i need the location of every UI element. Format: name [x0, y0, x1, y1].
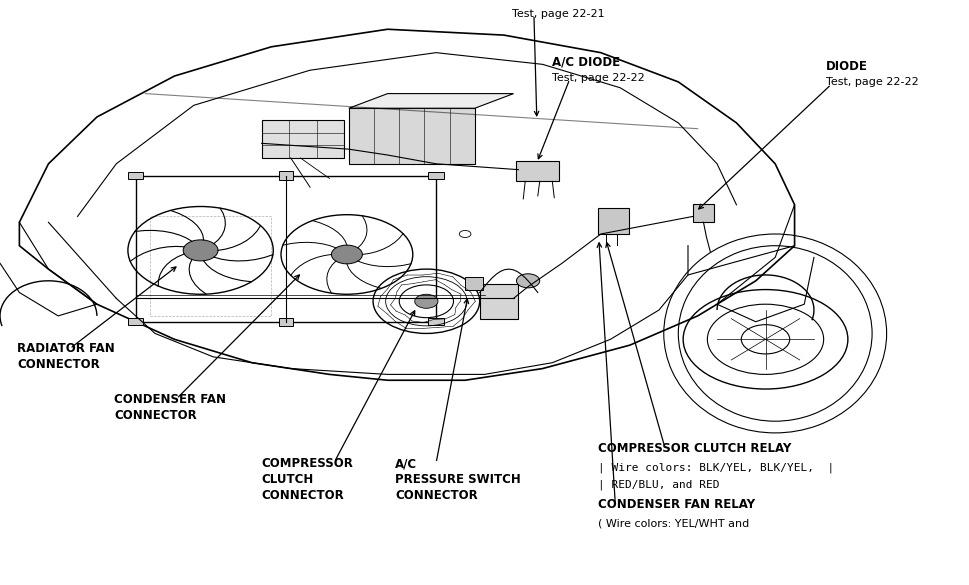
- Bar: [279, 318, 293, 326]
- Bar: [262, 120, 344, 158]
- Text: A/C
PRESSURE SWITCH
CONNECTOR: A/C PRESSURE SWITCH CONNECTOR: [395, 457, 521, 503]
- Bar: [480, 284, 518, 319]
- Circle shape: [516, 274, 540, 288]
- Bar: [150, 216, 271, 316]
- Text: Test, page 22-22: Test, page 22-22: [552, 73, 645, 83]
- Bar: [349, 108, 475, 164]
- Text: CONDENSER FAN RELAY: CONDENSER FAN RELAY: [598, 498, 755, 511]
- Polygon shape: [349, 94, 514, 108]
- Bar: [465, 277, 483, 290]
- Bar: [428, 318, 444, 325]
- Circle shape: [415, 294, 438, 308]
- Text: COMPRESSOR
CLUTCH
CONNECTOR: COMPRESSOR CLUTCH CONNECTOR: [262, 457, 354, 503]
- Text: RADIATOR FAN
CONNECTOR: RADIATOR FAN CONNECTOR: [17, 342, 115, 371]
- Circle shape: [459, 230, 471, 238]
- Circle shape: [331, 245, 362, 264]
- Text: A/C DIODE: A/C DIODE: [552, 56, 620, 68]
- Bar: [128, 318, 143, 325]
- Text: ( Wire colors: YEL/WHT and: ( Wire colors: YEL/WHT and: [598, 518, 749, 528]
- Bar: [516, 161, 559, 181]
- Text: Test, page 22-21: Test, page 22-21: [512, 9, 605, 19]
- Text: CONDENSER FAN
CONNECTOR: CONDENSER FAN CONNECTOR: [114, 393, 227, 422]
- Bar: [598, 208, 629, 234]
- Circle shape: [183, 240, 218, 261]
- Bar: [428, 172, 444, 179]
- Text: | Wire colors: BLK/YEL, BLK/YEL,  |: | Wire colors: BLK/YEL, BLK/YEL, |: [598, 462, 834, 473]
- Bar: [279, 171, 293, 180]
- Text: | RED/BLU, and RED: | RED/BLU, and RED: [598, 480, 719, 490]
- Bar: [136, 176, 436, 322]
- Bar: [693, 204, 714, 222]
- Text: COMPRESSOR CLUTCH RELAY: COMPRESSOR CLUTCH RELAY: [598, 442, 792, 455]
- Text: DIODE: DIODE: [826, 60, 867, 73]
- Text: Test, page 22-22: Test, page 22-22: [826, 77, 919, 87]
- Bar: [128, 172, 143, 179]
